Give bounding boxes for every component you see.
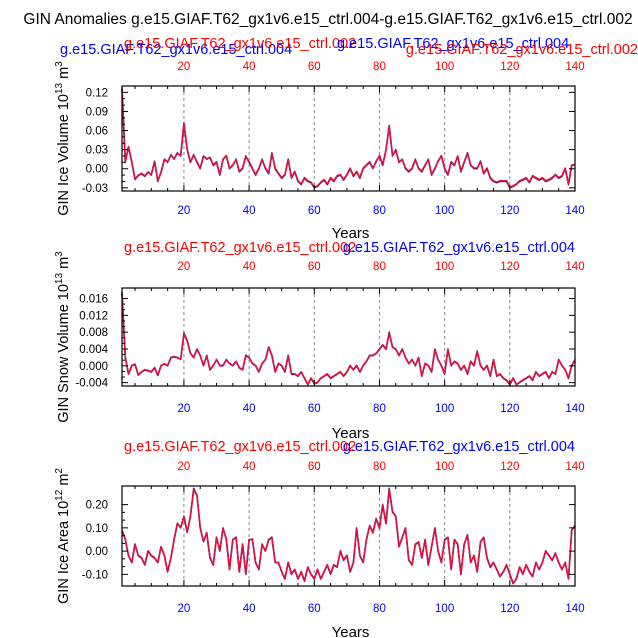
series-line-2 — [121, 488, 576, 584]
plot-frame — [121, 287, 576, 387]
y-tick-label: 0.008 — [79, 327, 108, 339]
x-tick-label: 100 — [435, 603, 454, 615]
y-tick-label: 0.09 — [86, 106, 108, 118]
y-tick-label: 0.00 — [86, 546, 108, 558]
x-tick-label-top: 100 — [435, 461, 454, 473]
x-tick-label: 120 — [500, 205, 519, 217]
x-tick-label-top: 60 — [308, 261, 321, 273]
x-tick-label-top: 120 — [500, 461, 519, 473]
x-tick-label: 60 — [308, 403, 321, 415]
y-tick-label: 0.00 — [86, 164, 108, 176]
y-axis-label: GIN Snow Volume 1013 m3 — [54, 251, 72, 423]
x-tick-label-top: 40 — [243, 261, 256, 273]
x-axis-label: Years — [332, 425, 370, 442]
series-line-1 — [121, 292, 576, 386]
x-tick-label-top: 140 — [565, 61, 584, 73]
x-tick-label-top: 120 — [500, 261, 519, 273]
x-tick-label-top: 140 — [565, 461, 584, 473]
y-tick-label: 0.12 — [86, 87, 108, 99]
x-tick-label: 40 — [243, 205, 256, 217]
x-tick-label: 60 — [308, 603, 321, 615]
y-tick-label: 0.000 — [79, 361, 108, 373]
y-tick-label: 0.20 — [86, 500, 108, 512]
run-label-right2: g.e15.GIAF.T62_gx1v6.e15_ctrl.004 — [337, 36, 569, 52]
x-tick-label: 120 — [500, 603, 519, 615]
x-tick-label: 140 — [565, 403, 584, 415]
y-axis-label: GIN Ice Volume 1013 m3 — [54, 61, 72, 216]
x-tick-label-top: 80 — [373, 461, 386, 473]
y-tick-label: 0.012 — [79, 310, 108, 322]
panel-2: -0.004 0.000 0.004 0.008 0.012 0.016 20 20 40 40 6… — [54, 240, 585, 442]
x-tick-label-top: 20 — [178, 61, 191, 73]
x-axis-label: Years — [332, 624, 370, 638]
run-label-left: g.e15.GIAF.T62_gx1v6.e15_ctrl.002 — [124, 439, 356, 455]
run-label-right: g.e15.GIAF.T62_gx1v6.e15_ctrl.002 — [406, 42, 638, 58]
y-tick-label: 0.10 — [86, 523, 108, 535]
x-tick-label: 80 — [373, 403, 386, 415]
panel-1: -0.03 0.00 0.03 0.06 0.09 0.12 20 20 40 40 60 60 80 8… — [54, 36, 638, 242]
x-tick-label: 140 — [565, 603, 584, 615]
x-tick-label-top: 80 — [373, 261, 386, 273]
x-tick-label: 20 — [178, 205, 191, 217]
y-tick-label: -0.004 — [75, 378, 108, 390]
x-tick-label: 100 — [435, 205, 454, 217]
x-tick-label: 100 — [435, 403, 454, 415]
plot-frame — [121, 485, 576, 587]
x-tick-label-top: 60 — [308, 61, 321, 73]
x-tick-label: 80 — [373, 205, 386, 217]
x-tick-label: 60 — [308, 205, 321, 217]
x-tick-label: 20 — [178, 603, 191, 615]
series-line-1 — [121, 487, 576, 585]
run-label-right: g.e15.GIAF.T62_gx1v6.e15_ctrl.004 — [343, 439, 575, 455]
x-tick-label: 40 — [243, 603, 256, 615]
x-tick-label-top: 60 — [308, 461, 321, 473]
y-tick-label: 0.03 — [86, 145, 108, 157]
y-tick-label: -0.10 — [82, 569, 108, 581]
x-tick-label-top: 120 — [500, 61, 519, 73]
x-tick-label: 40 — [243, 403, 256, 415]
x-tick-label-top: 100 — [435, 61, 454, 73]
x-tick-label-top: 80 — [373, 61, 386, 73]
y-tick-label: 0.016 — [79, 294, 108, 306]
run-label-right: g.e15.GIAF.T62_gx1v6.e15_ctrl.004 — [343, 240, 575, 256]
y-axis-label: GIN Ice Area 1012 m2 — [54, 468, 72, 604]
plot-frame — [121, 85, 576, 192]
x-tick-label-top: 100 — [435, 261, 454, 273]
run-label-left: g.e15.GIAF.T62_gx1v6.e15_ctrl.002 — [124, 240, 356, 256]
x-tick-label-top: 40 — [243, 61, 256, 73]
x-tick-label: 80 — [373, 603, 386, 615]
x-tick-label: 140 — [565, 205, 584, 217]
y-tick-label: 0.004 — [79, 344, 108, 356]
y-tick-label: -0.03 — [82, 183, 108, 195]
x-tick-label-top: 20 — [178, 261, 191, 273]
series-line-2 — [121, 293, 576, 386]
panel-3: -0.10 0.00 0.10 0.20 20 20 40 40 60 60 80 80 100 100 1… — [54, 439, 585, 638]
x-tick-label-top: 40 — [243, 461, 256, 473]
figure-title: GIN Anomalies g.e15.GIAF.T62_gx1v6.e15_c… — [23, 11, 632, 28]
x-tick-label: 20 — [178, 403, 191, 415]
x-axis-label: Years — [332, 225, 370, 242]
panels: -0.03 0.00 0.03 0.06 0.09 0.12 20 20 40 40 60 60 80 8… — [54, 36, 638, 638]
y-tick-label: 0.06 — [86, 126, 108, 138]
x-tick-label-top: 20 — [178, 461, 191, 473]
x-tick-label: 120 — [500, 403, 519, 415]
run-label-center: g.e15.GIAF.T62_gx1v6.e15_ctrl.002 — [124, 36, 356, 52]
run-label-left: g.e15.GIAF.T62_gx1v6.e15_ctrl.004 — [60, 42, 292, 58]
x-tick-label-top: 140 — [565, 261, 584, 273]
series-line-2 — [121, 89, 575, 188]
